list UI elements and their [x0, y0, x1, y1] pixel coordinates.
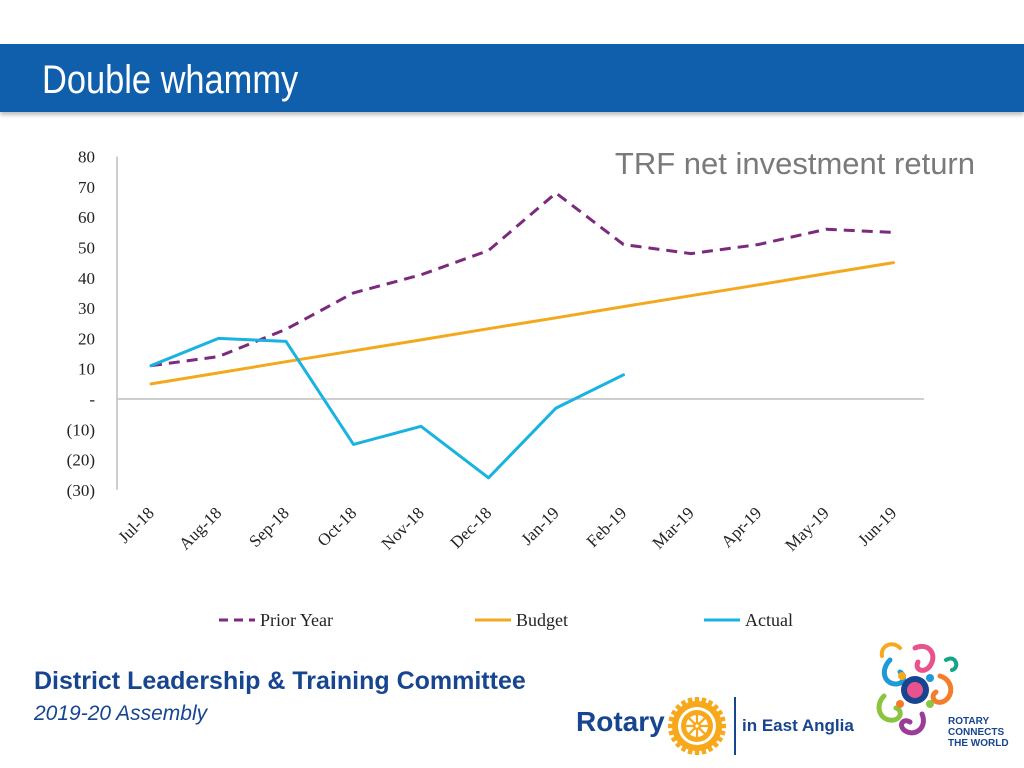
rctw-line-3: THE WORLD	[948, 738, 1009, 749]
y-tick-label: (10)	[67, 420, 95, 439]
legend-label: Prior Year	[260, 610, 333, 630]
x-tick-label: Jul-18	[114, 503, 157, 546]
rotary-region-label: in East Anglia	[742, 716, 854, 735]
x-tick-label: Mar-19	[649, 503, 698, 552]
y-tick-label: 80	[78, 148, 95, 167]
chart-title: TRF net investment return	[615, 146, 975, 181]
x-tick-label: Aug-18	[175, 503, 225, 553]
title-bar: Double whammy	[0, 44, 1024, 112]
y-tick-label: (20)	[67, 451, 95, 470]
x-tick-label: Jun-19	[854, 503, 900, 549]
x-tick-label: Nov-18	[378, 503, 428, 553]
rotary-wordmark: Rotary	[576, 706, 665, 737]
y-tick-label: -	[89, 390, 95, 409]
x-tick-label: Dec-18	[447, 503, 496, 552]
legend-label: Budget	[516, 610, 568, 630]
rctw-line-2: CONNECTS	[948, 727, 1005, 738]
y-tick-label: 70	[78, 178, 95, 197]
y-tick-label: 60	[78, 208, 95, 227]
line-chart: 80 70 60 50 40 30 20 10 - (10) (20) (30) Jul-18 Aug-…	[67, 146, 975, 630]
rctw-line-1: ROTARY	[948, 716, 990, 727]
x-tick-label: Feb-19	[583, 503, 630, 550]
y-tick-label: (30)	[67, 481, 95, 500]
y-tick-label: 50	[78, 239, 95, 258]
x-tick-label: Sep-18	[245, 503, 292, 550]
committee-name: District Leadership & Training Committee	[34, 667, 526, 695]
series-line-actual	[149, 336, 625, 480]
series-line-budget	[149, 261, 895, 386]
y-tick-label: 20	[78, 329, 95, 348]
slide-title: Double whammy	[42, 58, 299, 102]
assembly-name: 2019-20 Assembly	[34, 702, 208, 725]
x-tick-label: Oct-18	[314, 503, 361, 550]
logo-divider	[734, 697, 736, 755]
x-tick-label: Apr-19	[717, 503, 765, 551]
x-tick-label: Jan-19	[517, 503, 562, 548]
y-tick-label: 30	[78, 299, 95, 318]
y-tick-label: 10	[78, 360, 95, 379]
y-tick-label: 40	[78, 269, 95, 288]
legend-label: Actual	[745, 610, 793, 630]
rotary-connects-the-world-logo	[876, 642, 959, 736]
series-line-prior-year	[150, 191, 894, 368]
rotary-wheel-icon	[668, 697, 726, 755]
x-tick-label: May-19	[781, 503, 832, 554]
